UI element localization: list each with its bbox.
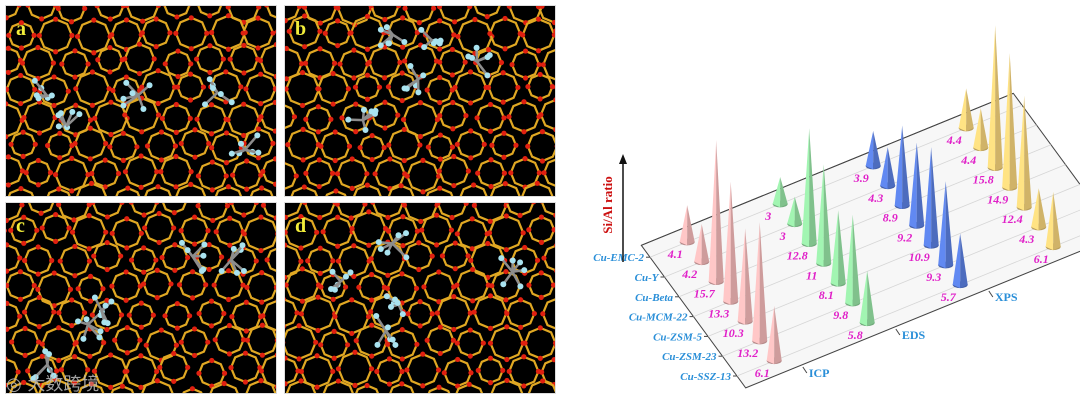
category-tick-label: Cu-Beta [635, 292, 673, 304]
cone-eds-cu-zsm-23 [845, 214, 861, 307]
category-tick-label: Cu-SSZ-13 [680, 371, 731, 383]
cone-value-label: 10.9 [909, 250, 930, 264]
structure-panel-b: b [284, 5, 556, 197]
panel-label-d: d [295, 215, 307, 237]
series-axis-label: EDS [902, 328, 926, 342]
cone-value-label: 8.1 [819, 288, 834, 302]
series-axis-label: ICP [809, 366, 830, 380]
panel-label-b: b [295, 18, 307, 40]
cone-icp-cu-ssz-13 [766, 305, 782, 365]
cone-value-label: 9.2 [897, 230, 912, 244]
category-tick-label: Cu-Y [635, 272, 660, 284]
cone-icp-cu-y [694, 224, 710, 266]
cone-eds-cu-ssz-13 [859, 270, 875, 327]
cone-icp-cu-emc-2 [679, 205, 695, 246]
cone-value-label: 15.8 [973, 173, 994, 187]
cone-value-label: 5.7 [941, 290, 957, 304]
cone-value-label: 4.4 [960, 153, 976, 167]
cone-xps-cu-zsm-5 [923, 147, 939, 249]
cone-value-label: 9.8 [833, 308, 848, 322]
cone-nmr-cu-zsm-5 [1016, 95, 1032, 211]
cone-nmr-cu-ssz-13 [1045, 191, 1061, 251]
y-axis-label: Si/Al ratio [600, 176, 615, 233]
cone-value-label: 14.9 [987, 192, 1008, 206]
cone-nmr-cu-zsm-23 [1031, 188, 1047, 231]
cone-eds-cu-emc-2 [772, 177, 788, 208]
cone-nmr-cu-y [973, 108, 989, 152]
cone-xps-cu-beta [894, 125, 910, 209]
y-axis-arrow [619, 154, 627, 164]
panel-label-c: c [16, 215, 25, 237]
chart-gridline [707, 184, 1080, 337]
si-al-ratio-3d-cone-chart: Cu-SSZ-13 Cu-ZSM-23 Cu-ZSM-5 Cu-MCM-22 Cu-Be… [593, 25, 1080, 389]
cone-value-label: 4.3 [1018, 232, 1034, 246]
zeolite-framework-image [285, 203, 555, 393]
structure-panel-d: d [284, 202, 556, 394]
cone-icp-cu-beta [708, 140, 724, 285]
cone-value-label: 10.3 [723, 326, 744, 340]
cone-xps-cu-ssz-13 [952, 233, 968, 289]
cone-eds-cu-zsm-5 [830, 210, 846, 287]
cone-nmr-cu-mcm-22 [1002, 53, 1018, 191]
cone-value-label: 4.4 [946, 133, 962, 147]
cone-value-label: 6.1 [755, 366, 770, 380]
chart-back-edge [641, 92, 1014, 246]
category-tick-label: Cu-MCM-22 [629, 312, 688, 324]
zeolite-framework-image [6, 203, 276, 393]
cone-value-label: 3 [764, 209, 771, 223]
cone-value-label: 6.1 [1034, 252, 1049, 266]
cone-value-label: 13.2 [737, 346, 758, 360]
cone-nmr-cu-beta [987, 25, 1003, 171]
cone-value-label: 13.3 [708, 306, 729, 320]
cone-value-label: 3.9 [853, 171, 869, 185]
structure-panel-a: a [5, 5, 277, 197]
series-axis-label: XPS [995, 290, 1018, 304]
series-tick [895, 328, 901, 336]
cone-icp-cu-zsm-23 [752, 222, 768, 345]
cone-value-label: 15.7 [694, 287, 716, 301]
cone-value-label: 12.4 [1002, 212, 1023, 226]
cone-icp-cu-zsm-5 [737, 228, 753, 325]
chart-gridline [722, 209, 1080, 357]
zeolite-framework-image [285, 6, 555, 196]
cone-value-label: 4.3 [867, 191, 883, 205]
cone-eds-cu-beta [801, 128, 817, 247]
series-tick [802, 366, 808, 374]
cone-value-label: 9.3 [926, 270, 941, 284]
category-tick-label: Cu-EMC-2 [593, 252, 644, 264]
cone-value-label: 3 [779, 229, 786, 243]
series-tick [988, 290, 994, 298]
cone-nmr-cu-emc-2 [958, 88, 974, 132]
cone-xps-cu-emc-2 [865, 130, 881, 170]
chart-gridline [736, 235, 1080, 377]
cone-value-label: 8.9 [883, 211, 898, 225]
cone-value-label: 4.1 [667, 247, 683, 261]
cone-icp-cu-mcm-22 [723, 181, 739, 305]
cone-value-label: 12.8 [787, 249, 808, 263]
cone-eds-cu-y [787, 196, 803, 228]
watermark-logo: ◎ 大数跨境 [6, 374, 100, 395]
cone-value-label: 5.8 [848, 328, 863, 342]
cone-value-label: 11 [806, 268, 817, 282]
cone-xps-cu-mcm-22 [909, 142, 925, 229]
panel-label-a: a [16, 18, 26, 40]
category-tick-label: Cu-ZSM-5 [653, 331, 702, 343]
chart-gridline [678, 144, 1052, 298]
cone-xps-cu-y [880, 147, 896, 190]
structure-panel-c: c [5, 202, 277, 394]
zeolite-framework-image [6, 6, 276, 196]
cone-eds-cu-mcm-22 [816, 164, 832, 267]
cone-xps-cu-zsm-23 [938, 181, 954, 269]
cone-value-label: 4.2 [681, 267, 697, 281]
category-tick-label: Cu-ZSM-23 [662, 351, 717, 363]
